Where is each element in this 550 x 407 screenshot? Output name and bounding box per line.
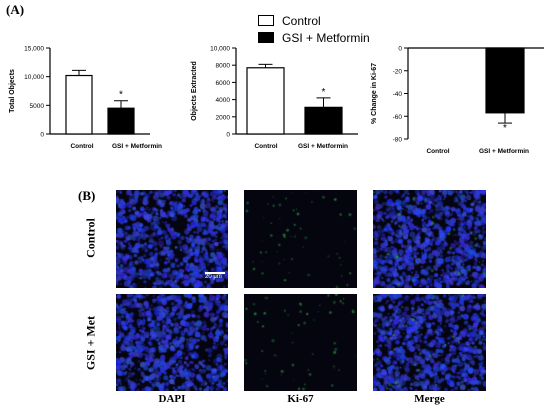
y-axis-title: Total Objects [9, 69, 16, 113]
bar-control [246, 67, 285, 135]
x-tick-label: Control [254, 143, 277, 150]
chart-total-objects: 0 5000 10,000 15,000 Total Objects Control * GS… [9, 46, 162, 151]
column-label-dapi: DAPI [158, 393, 186, 405]
y-axis-title: Objects Extracted [191, 61, 198, 121]
legend-label-control: Control [282, 13, 321, 28]
bar-control [65, 74, 93, 135]
x-tick-label: GSI + Metformin [298, 143, 348, 150]
significance-marker: * [322, 87, 326, 98]
bar-gsi-metformin [304, 106, 343, 135]
legend: Control GSI + Metformin [258, 12, 370, 46]
micrograph-control-dapi [116, 190, 228, 288]
y-axis-title: % Change in Ki-67 [371, 63, 378, 124]
y-tick-label: 0 [398, 46, 402, 53]
micrograph-gsi-met-merge [373, 294, 486, 391]
panel-b-label: (B) [78, 188, 96, 203]
y-tick-label: 2000 [216, 114, 231, 121]
y-tick-label: -60 [393, 114, 403, 121]
y-tick-label: -80 [393, 137, 403, 144]
y-tick-label: 15,000 [24, 46, 44, 53]
legend-label-gsi-metformin: GSI + Metformin [282, 30, 370, 45]
panel-a: (A) Control GSI + Metformin 0 5000 10,000 1… [0, 0, 550, 180]
bar-gsi-metformin [485, 47, 525, 114]
y-tick-label: 5000 [30, 103, 45, 110]
x-tick-label: Control [70, 143, 93, 150]
scale-bar-label: 20 μm [205, 274, 222, 280]
legend-swatch-control [258, 15, 274, 26]
y-tick-label: 10,000 [24, 74, 44, 81]
x-tick-label: Control [426, 148, 449, 155]
y-tick-label: 4000 [216, 97, 231, 104]
column-label-ki67: Ki-67 [287, 393, 314, 405]
y-tick-label: 6000 [216, 80, 231, 87]
y-tick-label: 0 [40, 132, 44, 139]
x-tick-label: GSI + Metformin [479, 148, 529, 155]
micrograph-control-ki67 [244, 190, 357, 288]
y-tick-label: 10,000 [210, 46, 230, 53]
chart-ki67-change: 0 -20 -40 -60 -80 % Change in Ki-67 Control * GS… [371, 46, 544, 155]
y-tick-label: 8000 [216, 63, 231, 70]
legend-swatch-gsi-metformin [258, 32, 274, 43]
scale-bar: 20 μm [205, 272, 225, 281]
legend-item-control: Control [258, 12, 370, 29]
significance-marker: * [503, 123, 507, 134]
scale-bar-line [205, 272, 225, 274]
y-tick-label: -40 [393, 91, 403, 98]
micrograph-gsi-met-dapi [116, 294, 228, 391]
y-tick-label: 0 [226, 132, 230, 139]
panel-b: (B) Control GSI + Met 20 μm DAPI Ki-67 M… [0, 180, 550, 407]
significance-marker: * [119, 90, 123, 101]
column-label-merge: Merge [414, 393, 445, 405]
micrograph-gsi-met-ki67 [244, 294, 357, 391]
chart-objects-extracted: 0 2000 4000 6000 8000 10,000 Objects Extracted… [191, 46, 358, 150]
y-tick-label: -20 [393, 68, 403, 75]
panel-a-label: (A) [6, 2, 25, 17]
legend-item-gsi-metformin: GSI + Metformin [258, 29, 370, 46]
micrograph-control-merge [373, 190, 486, 288]
x-tick-label: GSI + Metformin [112, 143, 162, 150]
bar-gsi-metformin [107, 107, 135, 135]
